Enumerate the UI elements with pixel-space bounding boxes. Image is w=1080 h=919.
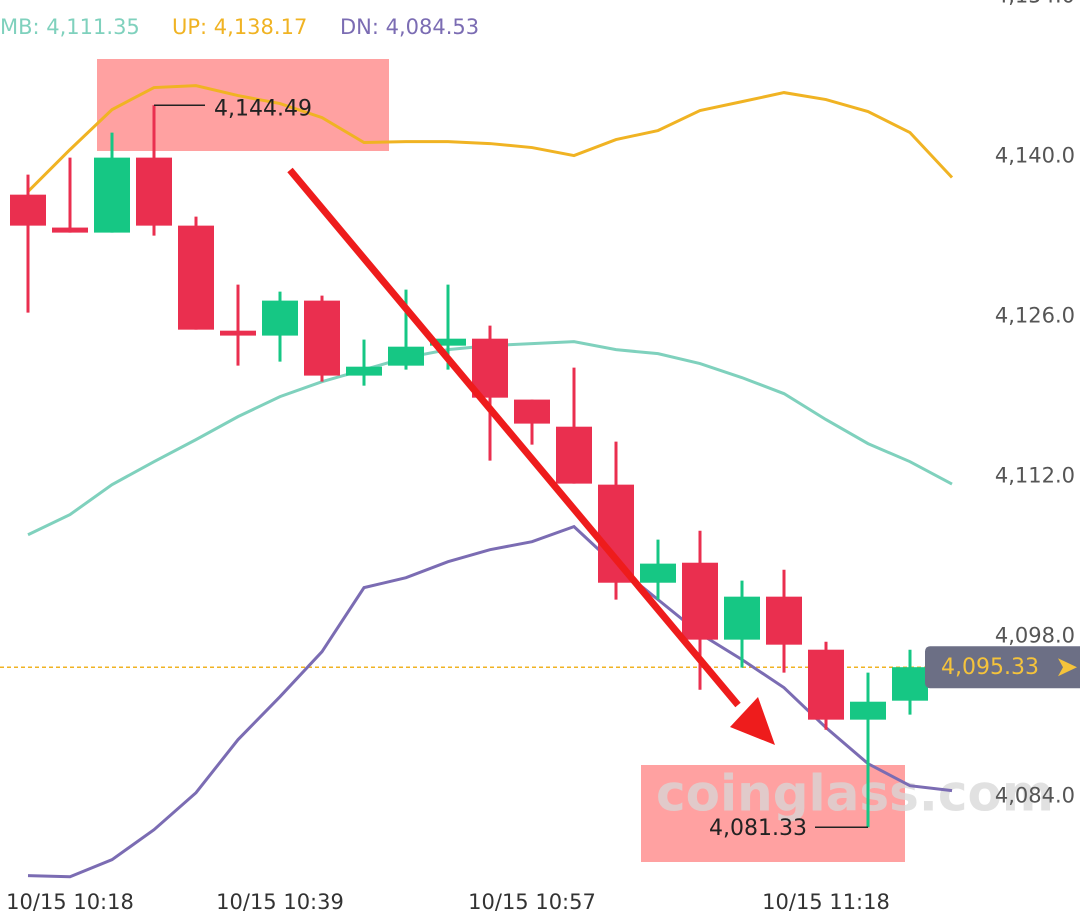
candle-body [808,649,844,720]
candle-body [262,300,298,336]
legend-entry: MB: 4,111.35 [0,15,140,39]
x-tick-label: 10/15 10:57 [468,890,596,914]
price-tag-arrow [1058,658,1077,677]
candle-body [94,157,130,233]
legend-entry: UP: 4,138.17 [172,15,307,39]
candle-body [640,563,676,583]
price-tag-label: 4,095.33 [941,655,1039,680]
y-tick-label: 4,154.0 [995,0,1075,8]
candle-body [724,596,760,640]
y-tick-label: 4,112.0 [995,464,1075,488]
candle-body [892,667,928,701]
candle-body [556,426,592,484]
candle-body [178,225,214,330]
legend-entry: DN: 4,084.53 [340,15,479,39]
candle-body [346,366,382,376]
candle-body [430,338,466,346]
candle-body [136,157,172,226]
high-highlight [97,59,389,151]
x-tick-label: 10/15 10:39 [216,890,344,914]
x-tick-label: 10/15 10:18 [6,890,134,914]
watermark: coinglass.com [656,765,1054,823]
price-tag [925,646,1080,689]
candle-body [52,227,88,233]
candle-body [850,701,886,720]
x-tick-label: 10/15 11:18 [762,890,890,914]
y-tick-label: 4,126.0 [995,304,1075,328]
max-label: 4,144.49 [214,96,312,121]
candle-body [304,300,340,376]
trend-arrow [287,167,741,708]
band-line [26,84,954,193]
y-tick-label: 4,140.0 [995,144,1075,168]
candle-body [514,399,550,424]
candle-body [10,194,46,226]
y-tick-label: 4,098.0 [995,624,1075,648]
candle-body [472,338,508,398]
low-highlight [641,765,905,862]
candle-body [682,562,718,640]
trend-arrowhead [730,697,775,745]
band-line [27,524,953,879]
candle-body [766,596,802,645]
min-label: 4,081.33 [709,816,807,841]
candle-body [388,346,424,366]
y-tick-label: 4,084.0 [995,784,1075,808]
candle-body [220,330,256,336]
candle-body [598,484,634,583]
